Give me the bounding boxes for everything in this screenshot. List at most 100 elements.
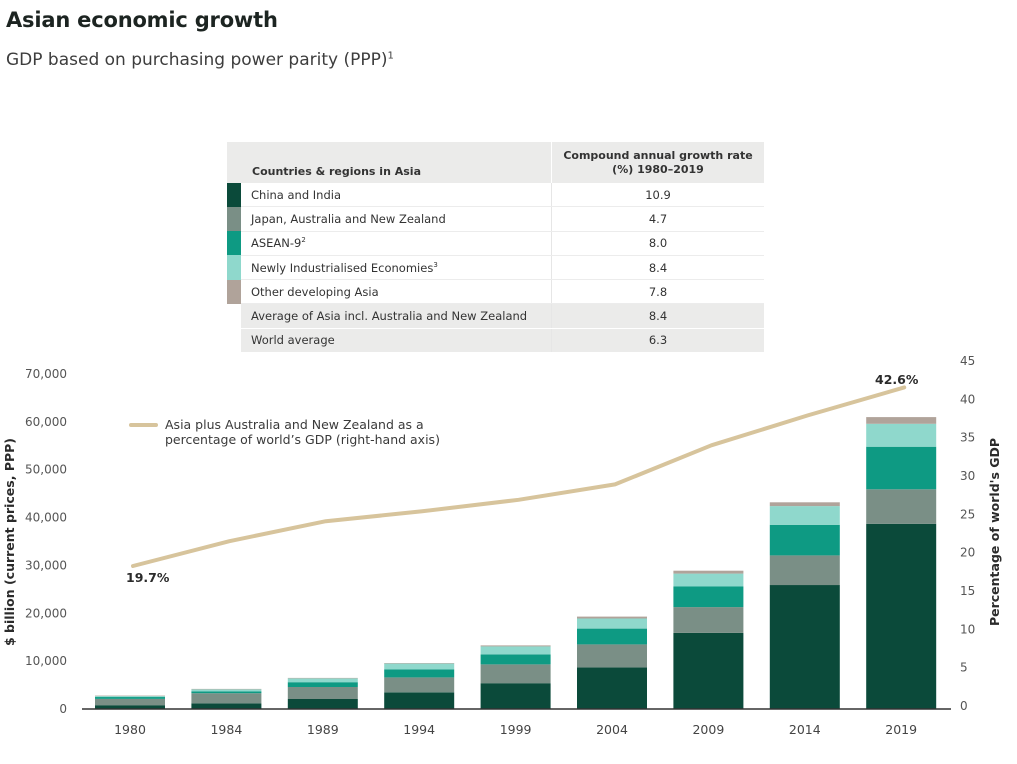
right-axis-label: Percentage of world's GDP — [987, 438, 1002, 626]
y2-tick-label: 25 — [960, 507, 975, 521]
legend-label-line2: percentage of world’s GDP (right-hand ax… — [165, 432, 440, 447]
bar-segment-3 — [384, 669, 455, 678]
bar-segment-1 — [673, 632, 744, 709]
table-header-cagr-line1: Compound annual growth rate — [563, 148, 753, 162]
legend-swatch — [227, 231, 241, 256]
region-name: Average of Asia incl. Australia and New … — [251, 309, 528, 324]
x-axis-ticks: 1980 1984 1989 1994 1999 2004 2009 2014 2019 — [114, 722, 917, 737]
bars-group — [95, 417, 937, 710]
bar-segment-5 — [191, 688, 262, 690]
table-row: China and India 10.9 — [227, 183, 764, 208]
y2-tick-label: 5 — [960, 661, 968, 675]
bar-segment-1 — [480, 683, 551, 709]
chart-title: Asian economic growth — [6, 8, 278, 32]
growth-rate-value: 4.7 — [551, 206, 764, 232]
bar-segment-5 — [673, 570, 744, 574]
bar-segment-4 — [769, 506, 840, 525]
x-tick-label: 2014 — [789, 722, 821, 737]
bar-segment-3 — [577, 628, 647, 645]
table-row: Other developing Asia 7.8 — [227, 279, 764, 305]
bar-segment-5 — [866, 417, 937, 424]
bar-segment-3 — [191, 691, 262, 694]
bar-segment-3 — [673, 586, 744, 608]
region-name: World average — [251, 333, 335, 348]
region-label: ASEAN-92 — [241, 231, 552, 256]
left-axis-label: $ billion (current prices, PPP) — [2, 438, 17, 646]
x-tick-label: 1994 — [403, 722, 435, 737]
y2-tick-label: 10 — [960, 622, 975, 636]
legend-swatch — [227, 255, 241, 280]
bar-segment-4 — [191, 689, 262, 692]
y-tick-label: 20,000 — [25, 606, 67, 620]
table-row: Japan, Australia and New Zealand 4.7 — [227, 206, 764, 232]
bar-segment-1 — [384, 692, 455, 710]
bar-segment-2 — [769, 555, 840, 586]
table-header-row: Countries & regions in Asia Compound ann… — [227, 142, 764, 183]
chart-subtitle: GDP based on purchasing power parity (PP… — [6, 50, 394, 70]
growth-rate-value: 6.3 — [551, 328, 764, 354]
region-name: ASEAN-9 — [251, 236, 302, 251]
y-tick-label: 50,000 — [25, 463, 67, 477]
y2-tick-label: 15 — [960, 584, 975, 598]
y2-tick-label: 35 — [960, 431, 975, 445]
bar-segment-3 — [866, 446, 937, 490]
growth-rate-value: 8.4 — [551, 303, 764, 329]
legend-swatch — [227, 206, 241, 232]
y-tick-label: 0 — [59, 702, 67, 716]
bar-segment-4 — [480, 646, 551, 655]
region-label: Newly Industrialised Economies3 — [241, 255, 552, 281]
legend-swatch — [227, 328, 241, 353]
region-name: China and India — [251, 187, 342, 202]
region-label: Japan, Australia and New Zealand — [241, 206, 552, 232]
bar-segment-5 — [287, 677, 358, 679]
table-header-regions: Countries & regions in Asia — [227, 142, 552, 183]
bar-segment-5 — [480, 645, 551, 647]
footnote-marker: 3 — [433, 260, 438, 269]
region-name: Newly Industrialised Economies — [251, 260, 434, 275]
x-tick-label: 2004 — [596, 722, 628, 737]
bar-segment-2 — [480, 664, 551, 684]
bar-segment-5 — [384, 663, 455, 664]
subtitle-footnote: 1 — [387, 50, 394, 62]
bar-segment-3 — [480, 654, 551, 665]
bar-segment-1 — [577, 667, 647, 709]
table-body: China and India 10.9 Japan, Australia and … — [227, 183, 764, 354]
region-label: Average of Asia incl. Australia and New … — [241, 303, 552, 329]
bar-segment-2 — [673, 607, 744, 633]
bar-segment-5 — [95, 695, 165, 697]
region-label: World average — [241, 328, 552, 354]
bar-segment-2 — [866, 489, 937, 524]
y-tick-label: 60,000 — [25, 415, 67, 429]
legend-swatch — [227, 303, 241, 329]
y2-tick-label: 0 — [960, 699, 968, 713]
region-name: Other developing Asia — [251, 284, 379, 299]
y2-tick-label: 45 — [960, 354, 975, 368]
bar-segment-2 — [191, 693, 262, 704]
bar-segment-1 — [769, 585, 840, 709]
bar-segment-3 — [95, 697, 165, 699]
bar-segment-5 — [769, 502, 840, 507]
growth-rate-value: 7.8 — [551, 279, 764, 305]
x-tick-label: 2019 — [885, 722, 917, 737]
bar-segment-4 — [287, 678, 358, 683]
region-label: Other developing Asia — [241, 279, 552, 305]
y2-tick-label: 40 — [960, 392, 975, 406]
table-row: World average 6.3 — [227, 328, 764, 354]
bar-segment-1 — [95, 705, 165, 709]
bar-segment-2 — [577, 644, 647, 668]
bar-segment-2 — [287, 687, 358, 699]
table-header-cagr: Compound annual growth rate (%) 1980–2019 — [551, 142, 764, 183]
bar-segment-4 — [577, 618, 647, 629]
bar-segment-5 — [577, 616, 647, 619]
growth-rate-value: 10.9 — [551, 183, 764, 208]
growth-rate-value: 8.4 — [551, 255, 764, 281]
first-point-label: 19.7% — [126, 570, 170, 585]
bar-segment-3 — [287, 682, 358, 687]
bar-segment-1 — [191, 703, 262, 709]
x-tick-label: 1999 — [500, 722, 532, 737]
percentage-line — [131, 385, 907, 568]
footnote-marker: 2 — [301, 236, 306, 245]
bar-segment-1 — [866, 523, 937, 709]
region-label: China and India — [241, 183, 552, 208]
